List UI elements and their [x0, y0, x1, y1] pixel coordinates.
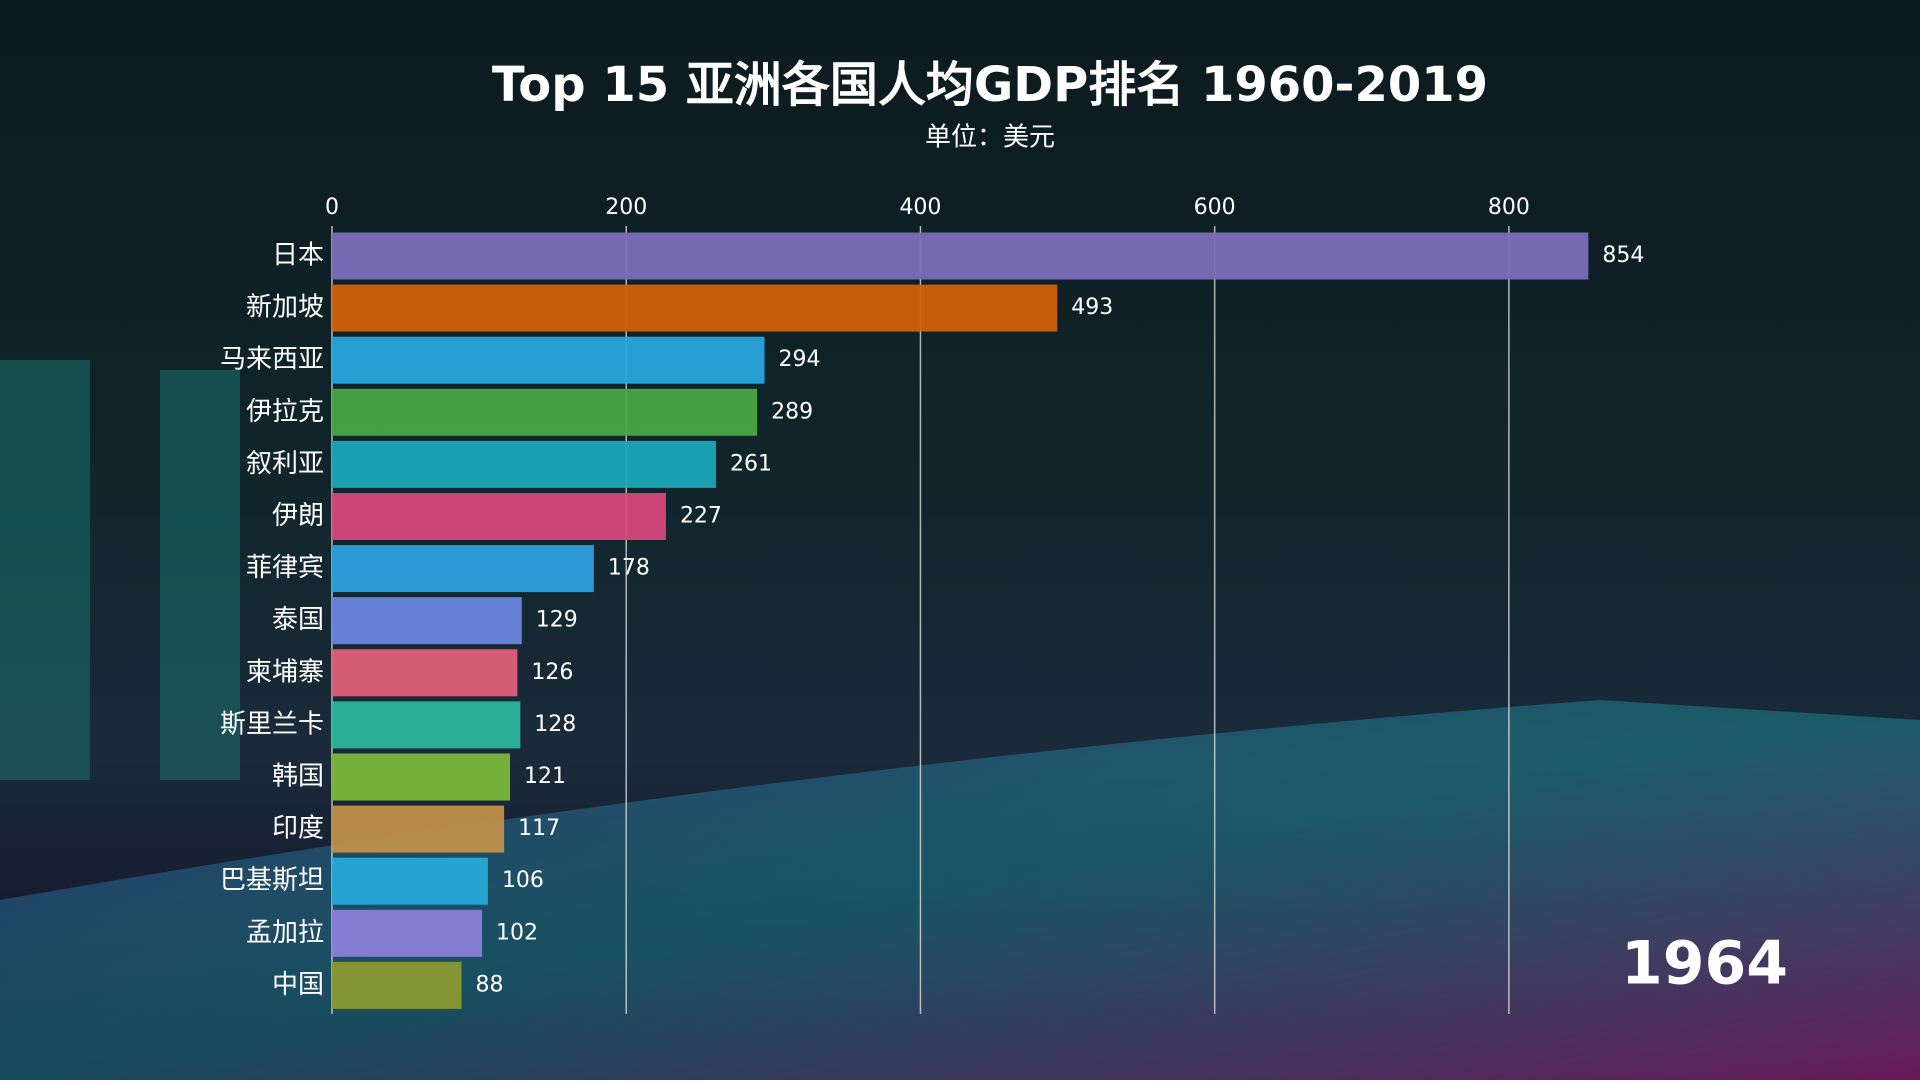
bar	[332, 701, 521, 749]
category-label: 菲律宾	[246, 553, 324, 583]
value-label: 126	[531, 660, 573, 685]
chart-subtitle: 单位：美元	[925, 123, 1055, 153]
category-label: 新加坡	[246, 293, 324, 323]
x-tick-label: 0	[325, 195, 339, 220]
category-label: 柬埔寨	[246, 657, 324, 687]
category-label: 伊拉克	[246, 397, 324, 427]
value-label: 261	[730, 451, 772, 476]
value-label: 121	[524, 764, 566, 789]
category-label: 马来西亚	[220, 345, 324, 375]
category-label: 泰国	[272, 605, 324, 635]
bar	[332, 649, 518, 697]
value-label: 128	[534, 712, 576, 737]
chart-title: Top 15 亚洲各国人均GDP排名 1960-2019	[492, 57, 1488, 113]
x-tick-label: 600	[1194, 195, 1236, 220]
bar	[332, 961, 462, 1009]
value-label: 493	[1071, 295, 1113, 320]
value-label: 88	[475, 972, 503, 997]
bar	[332, 597, 522, 645]
category-label: 中国	[272, 970, 324, 1000]
bar	[332, 336, 765, 384]
x-tick-label: 400	[899, 195, 941, 220]
bar	[332, 440, 716, 488]
bar	[332, 753, 511, 801]
value-label: 106	[502, 868, 544, 893]
value-label: 117	[518, 816, 560, 841]
bar	[332, 493, 666, 540]
value-label: 178	[608, 556, 650, 581]
category-label: 叙利亚	[246, 449, 324, 479]
value-label: 227	[680, 504, 722, 529]
category-label: 斯里兰卡	[220, 709, 324, 739]
bar	[332, 805, 505, 853]
bar	[332, 388, 758, 436]
year-label: 1964	[1621, 929, 1788, 999]
value-label: 854	[1602, 243, 1644, 268]
bar	[332, 909, 483, 957]
background-river	[0, 700, 1920, 1080]
value-label: 289	[771, 399, 813, 424]
category-label: 巴基斯坦	[220, 866, 324, 896]
bar	[332, 284, 1058, 332]
category-label: 印度	[272, 814, 324, 844]
background-buildings	[0, 360, 240, 780]
x-tick-label: 200	[605, 195, 647, 220]
bar	[332, 232, 1589, 280]
x-tick-label: 800	[1488, 195, 1530, 220]
category-label: 日本	[272, 241, 324, 271]
category-label: 韩国	[272, 762, 324, 792]
bar	[332, 545, 594, 593]
category-label: 伊朗	[272, 501, 324, 531]
value-label: 129	[536, 608, 578, 633]
value-label: 102	[496, 920, 538, 945]
value-label: 294	[779, 347, 821, 372]
bar	[332, 857, 488, 905]
category-label: 孟加拉	[246, 918, 324, 948]
